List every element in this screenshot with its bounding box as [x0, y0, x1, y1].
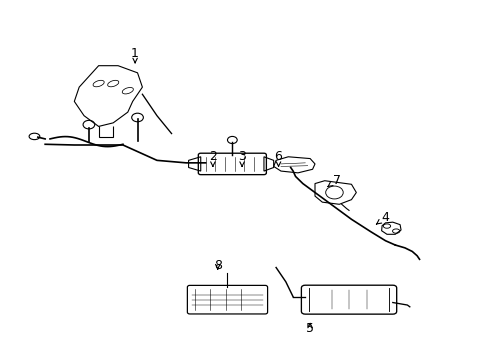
Text: 2: 2 — [208, 150, 216, 166]
Text: 3: 3 — [238, 150, 245, 166]
Text: 1: 1 — [131, 47, 139, 63]
Text: 8: 8 — [213, 259, 221, 272]
Text: 4: 4 — [376, 211, 388, 224]
Text: 6: 6 — [274, 150, 282, 166]
Text: 5: 5 — [305, 322, 313, 335]
Text: 7: 7 — [327, 174, 340, 187]
